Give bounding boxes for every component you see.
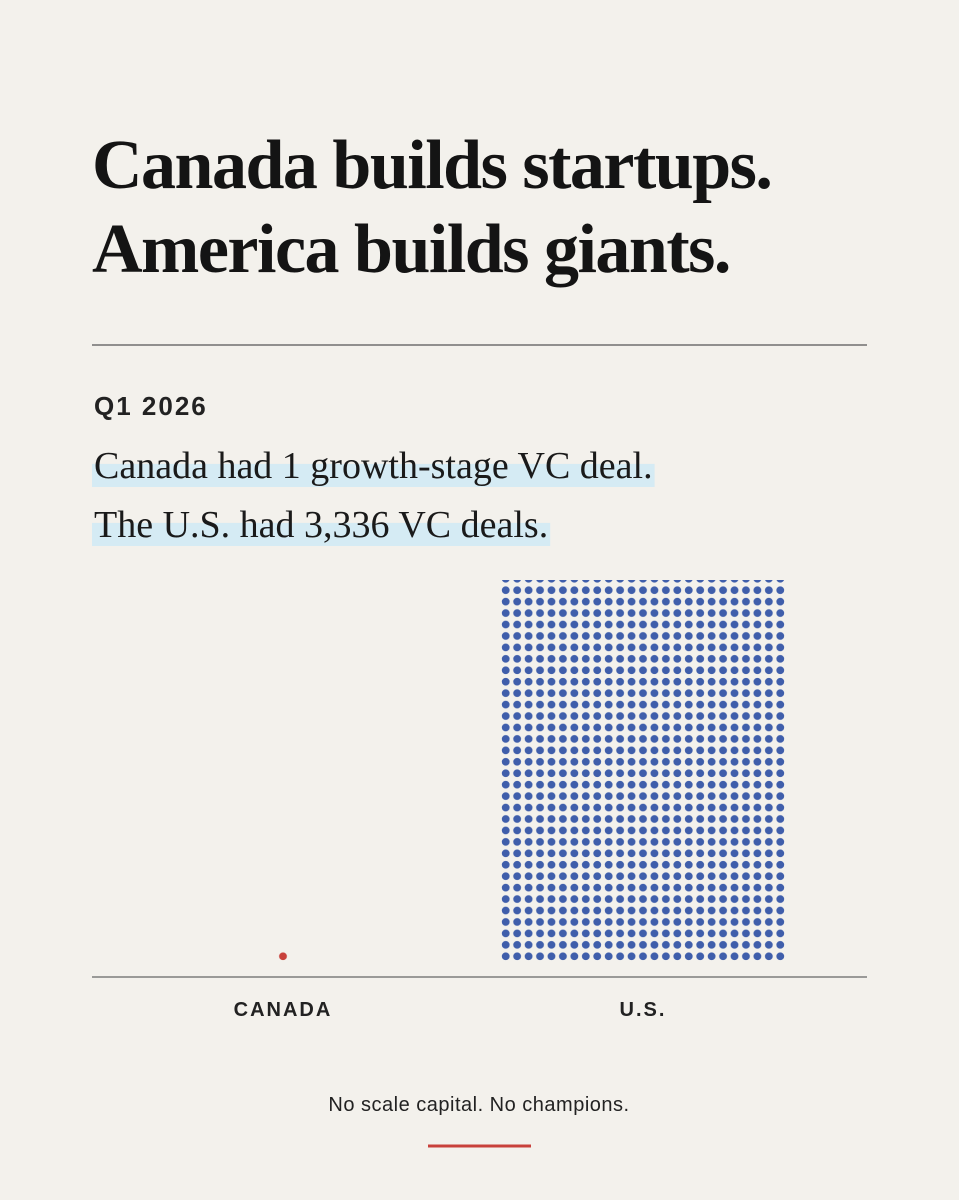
- category-label: U.S.: [620, 999, 667, 1021]
- footer: No scale capital. No champions.: [328, 1094, 629, 1116]
- subtitle: Q1 2026: [94, 391, 208, 421]
- highlight: [92, 522, 551, 546]
- title-line: Canada builds startups.: [92, 127, 771, 204]
- category-label: CANADA: [234, 999, 333, 1021]
- annotation: The U.S. had 3,336 VC deals.: [94, 504, 548, 546]
- title-line: America builds giants.: [92, 211, 730, 288]
- highlight: [92, 463, 655, 487]
- highlights: [92, 463, 655, 546]
- annotation: Canada had 1 growth-stage VC deal.: [94, 445, 653, 487]
- dot-bar: [500, 580, 786, 962]
- dot-bar: [277, 950, 289, 962]
